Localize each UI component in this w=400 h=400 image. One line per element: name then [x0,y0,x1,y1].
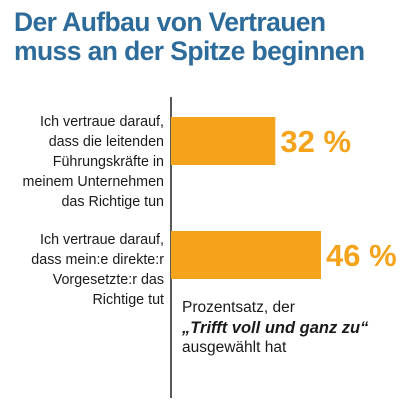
category-label-line: dass die leitenden [48,134,164,150]
chart-title-line-1: Der Aufbau von Vertrauen [14,7,326,37]
category-label-line: meinem Unternehmen [22,174,164,190]
note-line-2: „Trifft voll und ganz zu“ [182,319,369,337]
category-label-leaders: Ich vertraue darauf, dass die leitenden … [0,112,164,212]
category-label-line: Ich vertraue darauf, [40,232,164,248]
bar-value-label-0: 32 % [280,124,351,159]
bar-1 [171,231,321,279]
note-line-1: Prozentsatz, der [182,299,295,316]
bar-0 [171,117,276,165]
category-label-line: Ich vertraue darauf, [40,114,164,130]
chart-title: Der Aufbau von Vertrauen muss an der Spi… [14,8,394,66]
bar-value-label-1: 46 % [326,238,397,273]
category-label-manager: Ich vertraue darauf, dass mein:e direkte… [0,230,164,310]
note-line-3: ausgewählt hat [182,339,287,356]
category-label-line: Vorgesetzte:r das [52,272,164,288]
chart-note: Prozentsatz, der „Trifft voll und ganz z… [182,298,392,358]
category-label-line: dass mein:e direkte:r [31,252,164,268]
category-label-line: Führungskräfte in [52,154,164,170]
category-label-line: das Richtige tun [61,194,164,210]
chart-title-line-2: muss an der Spitze beginnen [14,36,365,66]
category-label-line: Richtige tut [92,292,164,308]
